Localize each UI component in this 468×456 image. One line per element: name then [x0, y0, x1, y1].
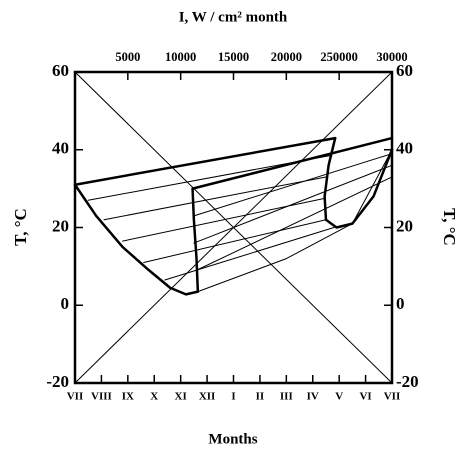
x2-tick-label: 15000 — [218, 50, 249, 64]
top-axis-label: I, W / cm² month — [179, 9, 288, 25]
x-tick-label: XI — [175, 391, 187, 403]
curve — [197, 149, 393, 293]
x-tick-label: XII — [199, 391, 216, 403]
curve — [191, 136, 394, 293]
curve — [87, 155, 331, 201]
y2-tick-label: 40 — [396, 139, 413, 158]
x-tick-label: VII — [67, 391, 84, 403]
y-tick-label: 0 — [61, 294, 70, 313]
x-tick-label: VIII — [91, 391, 112, 403]
y2-tick-label: 20 — [396, 216, 413, 235]
curve — [193, 164, 393, 244]
x-axis-label: Months — [208, 431, 257, 447]
y2-tick-label: -20 — [396, 372, 419, 391]
curve — [73, 136, 337, 186]
x-tick-label: III — [280, 391, 293, 403]
x-tick-label: VI — [359, 391, 371, 403]
x2-tick-label: 30000 — [376, 50, 407, 64]
x-tick-label: II — [256, 391, 265, 403]
curve — [196, 176, 393, 271]
x2-tick-label: 5000 — [115, 50, 140, 64]
y-axis-label: T, °C — [11, 208, 30, 246]
curve — [73, 183, 200, 296]
curve — [103, 176, 327, 221]
x-tick-label: VII — [384, 391, 401, 403]
y-tick-label: 40 — [52, 139, 69, 158]
y2-axis-label: T, °C — [440, 208, 459, 246]
x-tick-label: IV — [307, 391, 319, 403]
curve — [193, 153, 393, 217]
curve — [122, 197, 326, 242]
y-tick-label: -20 — [46, 372, 69, 391]
curve — [164, 227, 335, 281]
x2-tick-label: 20000 — [271, 50, 302, 64]
y-tick-label: 60 — [52, 61, 69, 80]
y2-tick-label: 60 — [396, 61, 413, 80]
x-tick-label: IX — [122, 391, 134, 403]
y-tick-label: 20 — [52, 216, 69, 235]
x2-tick-label: 10000 — [165, 50, 196, 64]
x-tick-label: I — [231, 391, 235, 403]
curve — [323, 136, 394, 229]
curve — [143, 219, 327, 263]
x2-tick-label: 250000 — [320, 50, 358, 64]
x-tick-label: X — [150, 391, 158, 403]
y2-tick-label: 0 — [396, 294, 405, 313]
x-tick-label: V — [335, 391, 343, 403]
